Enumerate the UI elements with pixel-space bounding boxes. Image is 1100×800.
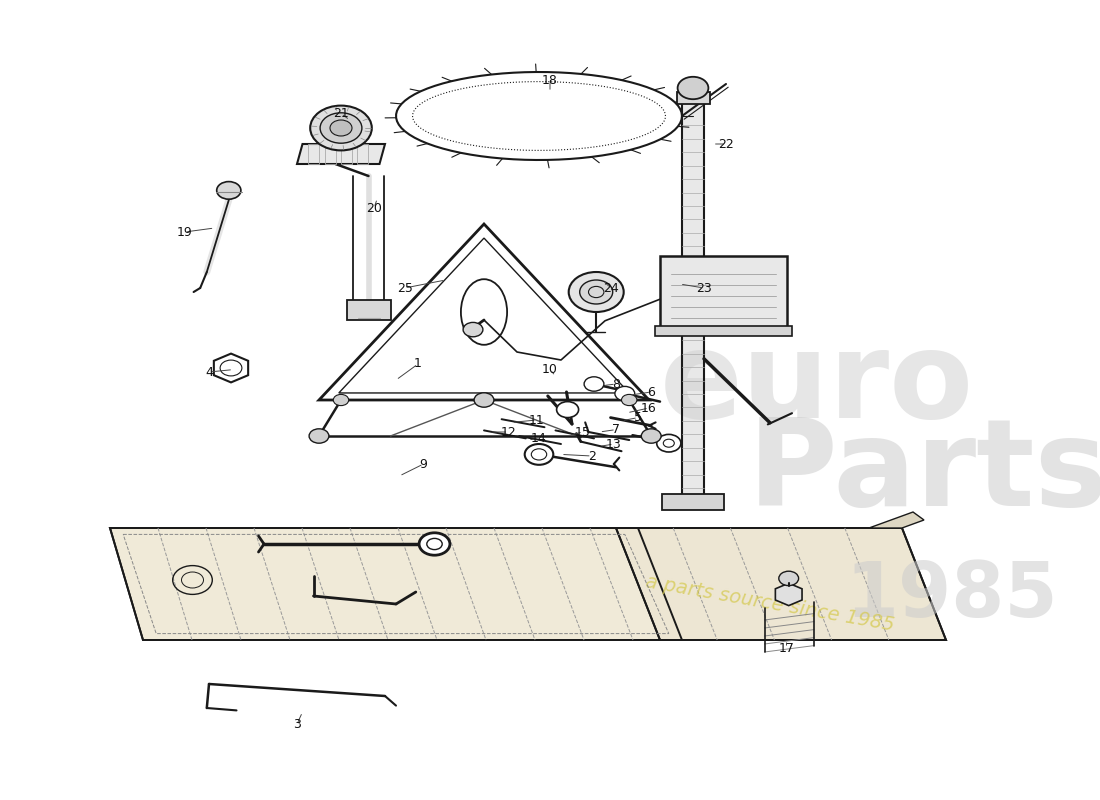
Text: 10: 10 bbox=[542, 363, 558, 376]
Circle shape bbox=[657, 434, 681, 452]
Text: 24: 24 bbox=[603, 282, 618, 294]
Circle shape bbox=[678, 77, 708, 99]
Text: 7: 7 bbox=[612, 423, 620, 436]
Text: Parts: Parts bbox=[748, 414, 1100, 530]
Bar bbox=[662, 494, 724, 510]
Text: 21: 21 bbox=[333, 107, 349, 120]
Text: 11: 11 bbox=[529, 414, 544, 426]
Text: 18: 18 bbox=[542, 74, 558, 86]
Bar bbox=[346, 300, 390, 320]
Circle shape bbox=[463, 322, 483, 337]
Circle shape bbox=[320, 113, 362, 143]
Text: 4: 4 bbox=[205, 366, 213, 378]
Text: 22: 22 bbox=[718, 138, 734, 150]
Bar bbox=[308, 144, 319, 164]
Polygon shape bbox=[297, 144, 385, 164]
Polygon shape bbox=[616, 528, 946, 640]
Text: 2: 2 bbox=[587, 450, 596, 462]
Bar bbox=[358, 144, 368, 164]
Text: 15: 15 bbox=[575, 426, 591, 438]
Text: euro: euro bbox=[660, 326, 975, 442]
Text: 5: 5 bbox=[634, 411, 642, 424]
Text: 19: 19 bbox=[177, 226, 192, 238]
Text: 16: 16 bbox=[641, 402, 657, 414]
Text: 8: 8 bbox=[612, 378, 620, 390]
Bar bbox=[341, 144, 352, 164]
Circle shape bbox=[525, 444, 553, 465]
Text: 13: 13 bbox=[606, 438, 621, 450]
Circle shape bbox=[419, 533, 450, 555]
Polygon shape bbox=[213, 354, 249, 382]
Circle shape bbox=[330, 120, 352, 136]
Text: 23: 23 bbox=[696, 282, 712, 294]
Text: 14: 14 bbox=[531, 432, 547, 445]
Circle shape bbox=[557, 402, 579, 418]
Text: 20: 20 bbox=[366, 202, 382, 214]
Circle shape bbox=[641, 429, 661, 443]
Text: 6: 6 bbox=[647, 386, 656, 398]
Bar bbox=[682, 104, 704, 496]
Bar bbox=[676, 92, 710, 104]
Circle shape bbox=[310, 106, 372, 150]
Text: 25: 25 bbox=[397, 282, 412, 294]
Text: 1985: 1985 bbox=[845, 559, 1058, 633]
Bar bbox=[660, 256, 786, 328]
Polygon shape bbox=[869, 512, 924, 528]
Circle shape bbox=[621, 394, 637, 406]
Text: a parts source since 1985: a parts source since 1985 bbox=[645, 573, 895, 635]
Circle shape bbox=[584, 377, 604, 391]
Text: 1: 1 bbox=[414, 358, 422, 370]
Text: 3: 3 bbox=[293, 718, 301, 730]
Bar bbox=[324, 144, 336, 164]
Circle shape bbox=[779, 571, 799, 586]
Polygon shape bbox=[110, 528, 682, 640]
Circle shape bbox=[615, 386, 635, 401]
Circle shape bbox=[580, 280, 613, 304]
Circle shape bbox=[569, 272, 624, 312]
Circle shape bbox=[333, 394, 349, 406]
Polygon shape bbox=[776, 583, 802, 606]
Text: 9: 9 bbox=[419, 458, 428, 470]
Circle shape bbox=[474, 393, 494, 407]
Text: 12: 12 bbox=[500, 426, 516, 438]
Text: 17: 17 bbox=[779, 642, 794, 654]
Circle shape bbox=[217, 182, 241, 199]
Circle shape bbox=[309, 429, 329, 443]
Bar bbox=[654, 326, 792, 336]
